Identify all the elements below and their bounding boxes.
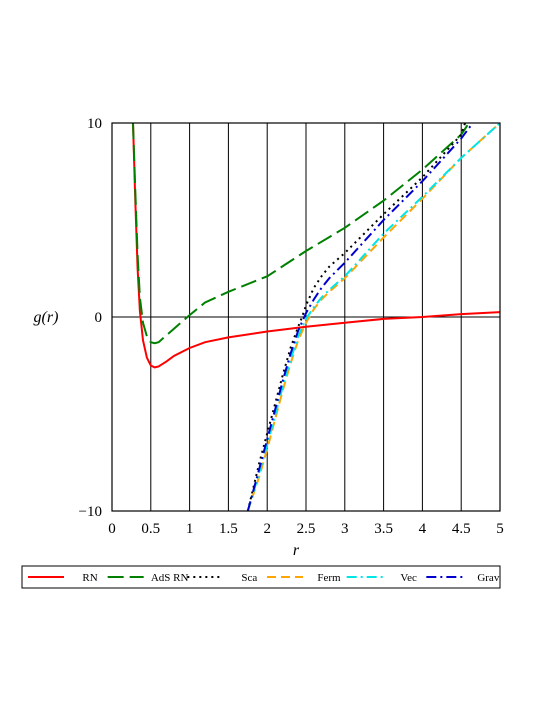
legend-box [21, 565, 501, 589]
legend-label-4: Vec [400, 572, 417, 584]
x-tick-label-10: 5 [496, 521, 504, 537]
plot-frame [111, 122, 501, 512]
legend-label-2: Sca [241, 572, 257, 584]
series-ads-rn [132, 123, 470, 345]
x-tick-label-4: 2 [263, 521, 271, 537]
legend-label-1: AdS RN [151, 572, 189, 584]
x-axis-label: r [293, 542, 300, 559]
legend: RN AdS RN Sca Ferm Vec Grav [21, 565, 501, 589]
legend-label-3: Ferm [317, 572, 341, 584]
x-tick-label-1: 0.5 [141, 521, 160, 537]
x-tick-label-3: 1.5 [219, 521, 238, 537]
x-tick-label-2: 1 [186, 521, 194, 537]
series-vec [246, 123, 500, 511]
x-tick-label-8: 4 [419, 521, 427, 537]
y-axis-label: g(r) [34, 309, 59, 326]
series-lines [132, 123, 500, 511]
y-tick-label-2: 10 [87, 116, 102, 132]
x-tick-label-7: 3.5 [374, 521, 393, 537]
tick-labels: 0 0.5 1 1.5 2 2.5 3 3.5 4 4.5 5 −10 0 10 [79, 116, 504, 537]
y-tick-label-1: 0 [95, 310, 103, 326]
x-tick-label-5: 2.5 [297, 521, 316, 537]
legend-label-5: Grav [477, 572, 499, 584]
x-tick-label-9: 4.5 [452, 521, 471, 537]
x-tick-label-0: 0 [108, 521, 116, 537]
y-tick-label-0: −10 [79, 504, 102, 520]
series-rn [132, 123, 500, 369]
legend-label-0: RN [82, 572, 97, 584]
x-tick-label-6: 3 [341, 521, 349, 537]
series-ferm [246, 123, 500, 511]
series-grav [246, 123, 474, 511]
